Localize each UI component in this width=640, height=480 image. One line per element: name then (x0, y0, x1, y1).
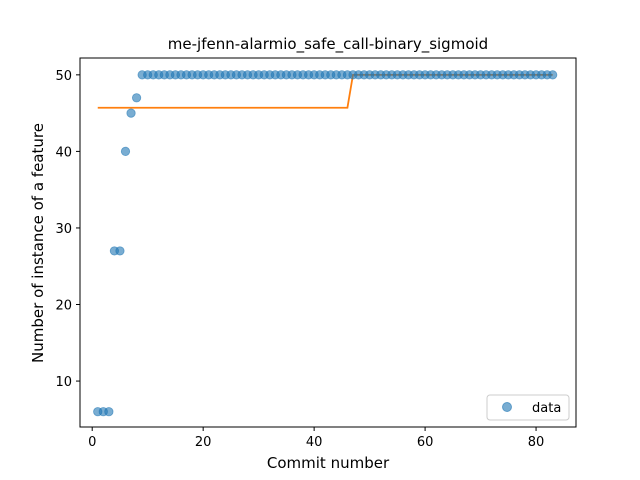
x-tick-label: 40 (306, 435, 323, 450)
y-tick-label: 40 (55, 145, 72, 160)
y-axis-ticks: 10 20 30 40 50 (55, 69, 80, 390)
data-point (104, 407, 114, 417)
plot-background (80, 58, 576, 427)
data-point (126, 108, 136, 118)
data-points-layer (93, 70, 558, 417)
legend-box (486, 394, 570, 421)
data-point (115, 246, 125, 256)
data-point (548, 70, 558, 80)
data-point (131, 93, 142, 103)
legend-marker (502, 402, 512, 412)
x-tick-label: 60 (417, 435, 434, 450)
y-tick-label: 20 (55, 299, 72, 314)
chart-title: me-jfenn-alarmio_safe_call-binary_sigmoi… (168, 35, 488, 54)
y-axis-label: Number of instance of a feature (29, 123, 47, 363)
x-axis-ticks: 0 20 40 60 80 (88, 427, 544, 450)
x-tick-label: 0 (88, 435, 96, 450)
y-tick-label: 50 (55, 69, 72, 84)
axes-frame (79, 57, 577, 428)
y-tick-label: 10 (55, 375, 72, 390)
x-tick-label: 80 (528, 435, 545, 450)
x-axis-label: Commit number (267, 454, 390, 472)
legend: data (486, 394, 570, 421)
x-tick-label: 20 (195, 435, 212, 450)
y-tick-label: 30 (55, 222, 72, 237)
legend-label: data (532, 401, 561, 416)
data-point (120, 146, 131, 156)
plot-area (80, 58, 576, 427)
